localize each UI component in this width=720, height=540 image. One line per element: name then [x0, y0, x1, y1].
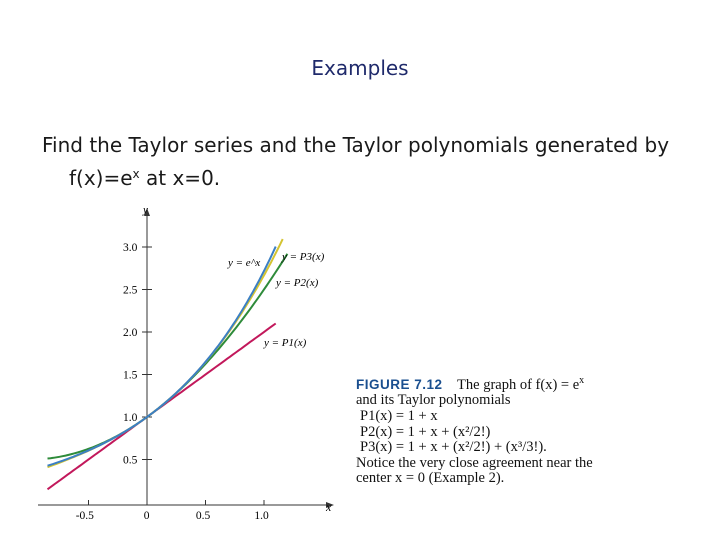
x-tick-label: 0.5	[196, 510, 211, 522]
body-line-2-prefix: f(x)=e	[69, 166, 133, 190]
x-tick-label: -0.5	[76, 510, 94, 522]
taylor-graph: 0.5 1.0 1.5 2.0 2.5 3.0 -0.5 0 0.5 1.0 y x y = e^…	[38, 204, 334, 522]
caption-title: The graph of f(x) = e	[457, 376, 580, 393]
y-tick-label: 2.5	[123, 285, 138, 297]
y-tick-label: 0.5	[123, 455, 138, 467]
body-line-2-exponent: x	[132, 167, 140, 181]
x-tick-label: 0	[144, 510, 150, 522]
caption-title-exponent: x	[579, 375, 585, 386]
y-tick-label: 1.0	[123, 412, 138, 424]
caption-p3: P3(x) = 1 + x + (x²/2!) + (x³/3!).	[360, 439, 547, 456]
figure-label: FIGURE 7.12	[356, 376, 443, 392]
slide-body: Find the Taylor series and the Taylor po…	[42, 131, 682, 193]
caption-line-2: and its Taylor polynomials	[356, 392, 511, 409]
curve-label-exp: y = e^x	[227, 257, 260, 269]
curve-label-p1: y = P1(x)	[263, 337, 307, 349]
x-axis-arrow	[326, 502, 334, 508]
caption-p2: P2(x) = 1 + x + (x²/2!)	[360, 423, 491, 440]
y-tick-label: 3.0	[123, 242, 138, 254]
body-line-2-suffix: at x=0.	[139, 166, 221, 190]
curve-label-p3: y = P3(x)	[281, 251, 325, 263]
series-line-p2	[47, 253, 289, 460]
y-axis-arrow	[144, 208, 150, 216]
axes	[38, 208, 334, 508]
caption-note-2: center x = 0 (Example 2).	[356, 470, 505, 487]
y-tick-label: 2.0	[123, 327, 138, 339]
figure-caption: FIGURE 7.12 The graph of f(x) = ex and i…	[356, 373, 686, 487]
body-line-1: Find the Taylor series and the Taylor po…	[42, 133, 670, 157]
series-line-p3	[47, 238, 284, 469]
caption-note-1: Notice the very close agreement near the	[356, 454, 593, 471]
x-tick-label: 1.0	[254, 510, 269, 522]
y-tick-label: 1.5	[123, 370, 138, 382]
tick-labels: 0.5 1.0 1.5 2.0 2.5 3.0 -0.5 0 0.5 1.0	[76, 242, 269, 522]
curve-label-p2: y = P2(x)	[275, 277, 319, 289]
series-line-exp	[47, 246, 277, 467]
body-line-2: f(x)=ex at x=0.	[42, 160, 682, 193]
slide-title: Examples	[311, 56, 409, 80]
y-axis-label: y	[142, 204, 148, 216]
caption-header: FIGURE 7.12 The graph of f(x) = ex	[356, 373, 686, 393]
x-axis-label: x	[325, 500, 332, 514]
curves	[46, 238, 289, 491]
caption-p1: P1(x) = 1 + x	[360, 408, 438, 425]
